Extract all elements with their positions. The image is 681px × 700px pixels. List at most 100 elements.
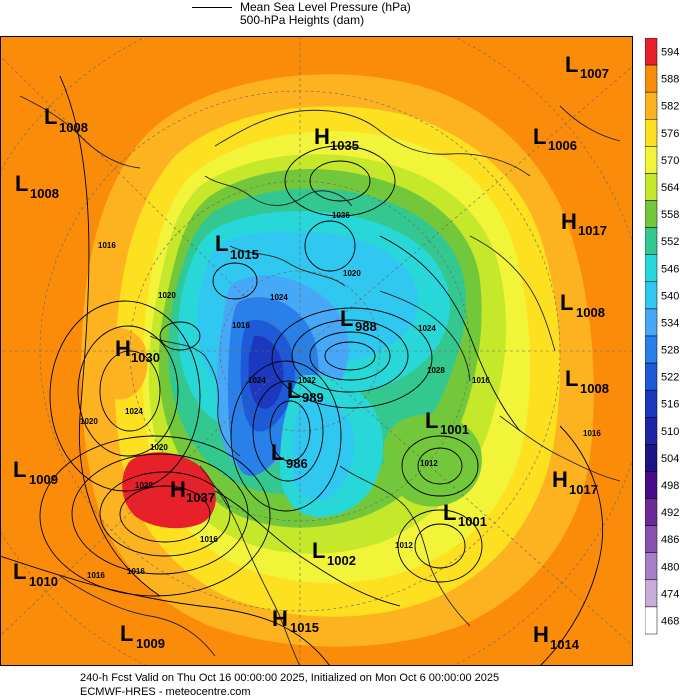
svg-text:L: L [13,457,26,482]
colorbar-label: 486 [661,534,679,546]
colorbar-swatch [645,552,658,581]
svg-text:988: 988 [355,319,377,334]
colorbar-swatch [645,444,658,472]
svg-text:989: 989 [302,390,324,405]
source-credit: ECMWF-HRES - meteocentre.com [80,686,251,698]
svg-text:1030: 1030 [131,350,160,365]
svg-text:H: H [170,477,186,502]
contour-label: 1020 [150,443,168,452]
contour-label: 1016 [87,571,105,580]
pressure-center: H 1015 [272,606,319,635]
colorbar-label: 534 [661,317,679,329]
contour-label: 1020 [343,269,361,278]
svg-text:H: H [561,209,577,234]
colorbar-label: 540 [661,290,679,302]
contour-label: 1024 [125,407,143,416]
svg-text:L: L [215,231,228,256]
contour-label: 1012 [420,459,438,468]
svg-text:1037: 1037 [186,490,215,505]
colorbar-label: 522 [661,372,679,384]
contour-label: 1024 [418,324,436,333]
contour-label: 1020 [80,417,98,426]
pressure-center: L 988 [340,306,377,334]
colorbar-swatch [645,173,658,201]
svg-text:L: L [533,124,546,149]
svg-text:1017: 1017 [569,482,598,497]
colorbar-label: 492 [661,507,679,519]
contour-label: 1016 [472,376,490,385]
svg-text:1006: 1006 [548,138,577,153]
colorbar-swatch [645,64,658,93]
contour-label: 1016 [232,321,250,330]
pressure-center: L 1008 [565,366,609,396]
pressure-center: L 1009 [13,457,58,487]
colorbar: 594 588 582 576 570 564 558 552 546 540 534 528 522 5… [645,38,679,635]
pressure-center: L 1006 [533,124,577,153]
colorbar-swatch [645,579,658,608]
height-field-ridge-582-west [90,327,148,400]
pressure-centers: L 1007 L 1008 H 1035 L 1006 L 1008 H 1017 L 101… [13,52,609,652]
isobars [0,75,604,666]
svg-text:1001: 1001 [458,514,487,529]
contour-label: 1020 [158,291,176,300]
svg-text:1015: 1015 [230,247,259,262]
colorbar-swatch [645,335,658,364]
svg-text:L: L [340,306,353,331]
height-field-east-558 [383,414,482,507]
contour-label: 1024 [248,376,266,385]
colorbar-swatch [645,525,658,553]
colorbar-swatch [645,91,658,120]
legend-title-mslp: Mean Sea Level Pressure (hPa) [240,0,411,14]
contour-label: 1016 [127,567,145,576]
colorbar-swatch [645,308,658,337]
pressure-center: L 1010 [13,559,58,589]
pressure-center: L 989 [287,378,324,405]
colorbar-swatch [645,389,658,418]
svg-text:L: L [565,366,578,391]
contour-label: 1028 [427,366,445,375]
contour-label: 1024 [270,293,288,302]
colorbar-label: 588 [661,74,679,86]
colorbar-swatch [645,227,658,255]
pressure-center: L 1007 [565,52,609,81]
height-field-516 [248,335,284,409]
colorbar-label: 546 [661,263,679,275]
svg-text:L: L [120,621,133,646]
svg-text:1008: 1008 [30,186,59,201]
pressure-center: H 1035 [314,124,359,153]
svg-text:L: L [425,408,438,433]
colorbar-swatch [645,200,658,228]
svg-text:1007: 1007 [580,66,609,81]
colorbar-label: 510 [661,426,679,438]
svg-text:1017: 1017 [578,223,607,238]
contour-label: 1016 [200,535,218,544]
svg-text:H: H [533,622,549,647]
pressure-center: L 1008 [15,171,59,201]
svg-text:1014: 1014 [550,637,580,652]
svg-text:1002: 1002 [327,553,356,568]
svg-text:L: L [271,440,284,465]
pressure-center: L 1015 [215,231,259,262]
colorbar-label: 564 [661,182,679,194]
colorbar-swatch [645,281,658,310]
svg-text:1008: 1008 [576,305,605,320]
pressure-center: L 986 [271,440,308,471]
svg-text:L: L [443,500,456,525]
svg-text:1008: 1008 [59,120,88,135]
svg-text:L: L [312,538,325,563]
colorbar-label: 504 [661,453,679,465]
contour-label: 1036 [332,211,350,220]
colorbar-label: 480 [661,561,679,573]
pressure-center: L 1009 [120,621,165,651]
height-field-ridge-594 [122,452,216,529]
colorbar-swatch [645,606,658,635]
svg-text:H: H [272,606,288,631]
coastlines [19,95,621,666]
colorbar-swatch [645,38,658,66]
svg-text:L: L [287,378,300,403]
colorbar-label: 594 [661,47,679,59]
colorbar-swatch [645,471,658,499]
pressure-center: H 1017 [552,467,598,497]
colorbar-label: 582 [661,101,679,113]
svg-text:986: 986 [286,456,308,471]
